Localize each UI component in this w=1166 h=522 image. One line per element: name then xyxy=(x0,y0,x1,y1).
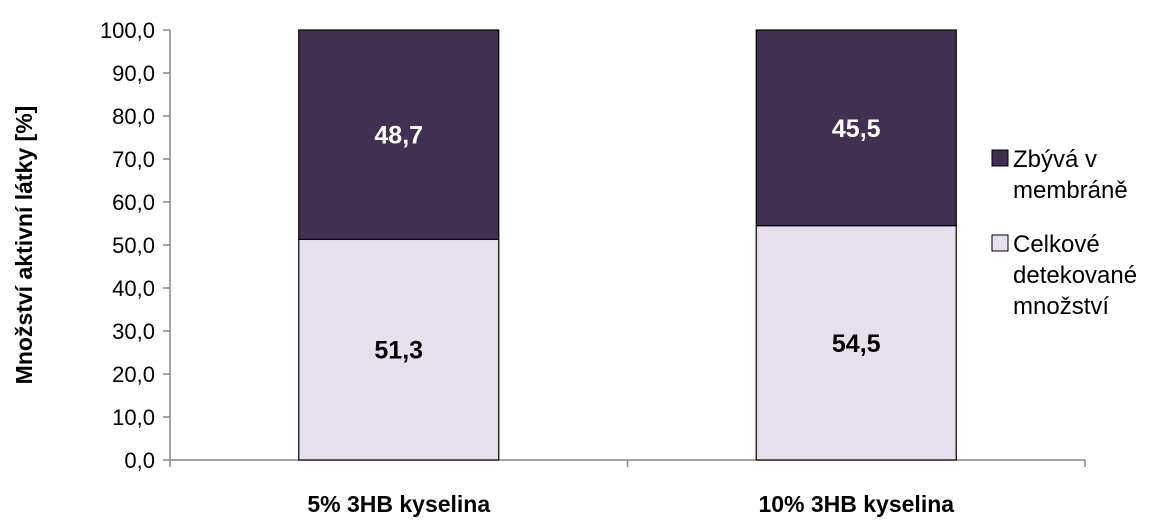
y-tick-label: 50,0 xyxy=(112,233,155,258)
bar-segment xyxy=(298,29,500,241)
bar-segment xyxy=(755,29,957,227)
y-tick-label: 40,0 xyxy=(112,276,155,301)
legend-label: Celkové xyxy=(1013,231,1100,258)
data-label: 54,5 xyxy=(832,330,881,358)
data-label: 48,7 xyxy=(374,122,423,150)
x-axis: 5% 3HB kyselina 10% 3HB kyselina xyxy=(169,459,1086,517)
data-label: 51,3 xyxy=(374,337,423,365)
bar-segment xyxy=(298,238,500,461)
legend-swatch xyxy=(991,149,1009,167)
y-tick-label: 70,0 xyxy=(112,147,155,172)
y-tick-label: 30,0 xyxy=(112,319,155,344)
legend: Zbývá v membráně Celkové detekované množství xyxy=(991,146,1137,320)
legend-swatch xyxy=(991,234,1009,252)
x-category-label: 10% 3HB kyselina xyxy=(758,491,954,517)
y-tick-label: 80,0 xyxy=(112,104,155,129)
x-category-label: 5% 3HB kyselina xyxy=(307,491,490,517)
legend-label: membráně xyxy=(1013,177,1128,204)
bar-segment xyxy=(755,225,957,461)
legend-label: množství xyxy=(1013,293,1109,320)
y-tick-label: 20,0 xyxy=(112,362,155,387)
y-tick-label: 60,0 xyxy=(112,190,155,215)
data-label: 45,5 xyxy=(832,115,881,143)
legend-label: Zbývá v xyxy=(1013,146,1097,173)
y-tick-label: 0,0 xyxy=(124,448,155,473)
y-axis: 0,0 10,0 20,0 30,0 40,0 50,0 60,0 70,0 80,0 90,0 1… xyxy=(100,18,171,473)
y-tick-label: 90,0 xyxy=(112,61,155,86)
y-tick-label: 100,0 xyxy=(100,18,155,43)
legend-label: detekované xyxy=(1013,262,1137,289)
data-labels: 51,3 48,7 54,5 45,5 xyxy=(374,115,880,365)
y-tick-label: 10,0 xyxy=(112,405,155,430)
bars xyxy=(298,29,957,461)
y-axis-label: Množství aktivní látky [%] xyxy=(11,106,37,385)
